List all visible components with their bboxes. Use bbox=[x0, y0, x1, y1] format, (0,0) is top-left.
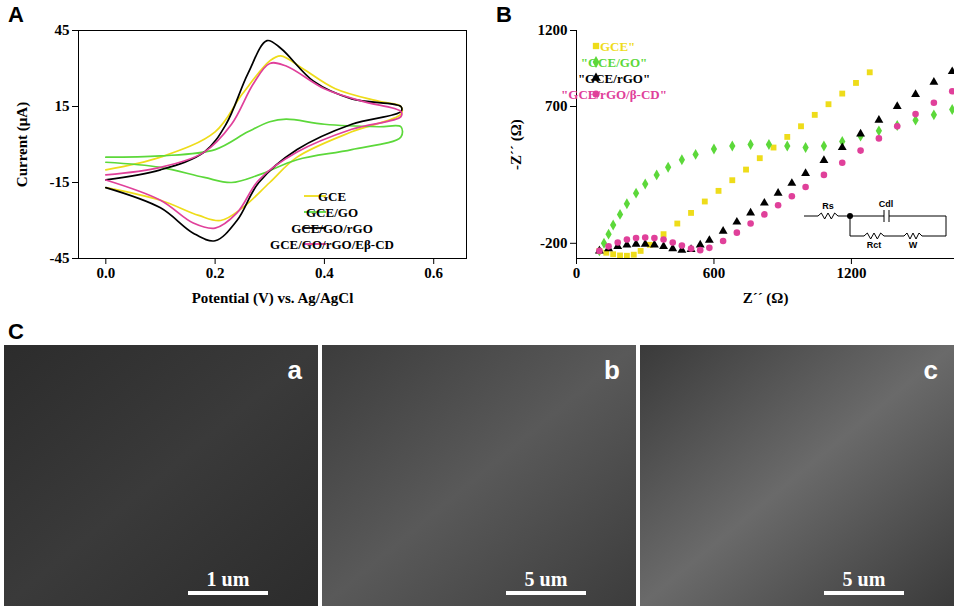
svg-text:1200: 1200 bbox=[538, 22, 568, 38]
html-text:C: C bbox=[8, 319, 24, 344]
svg-text:5 um: 5 um bbox=[843, 568, 886, 590]
svg-text:0.2: 0.2 bbox=[206, 265, 225, 281]
svg-text:-45: -45 bbox=[50, 250, 70, 266]
html-text:A: A bbox=[8, 2, 24, 27]
svg-text:Z´´ (Ω): Z´´ (Ω) bbox=[743, 290, 789, 307]
svg-text:a: a bbox=[288, 355, 303, 385]
svg-text:-15: -15 bbox=[50, 174, 70, 190]
svg-text:0.0: 0.0 bbox=[96, 265, 115, 281]
svg-text:700: 700 bbox=[545, 98, 568, 115]
svg-text:c: c bbox=[924, 355, 938, 385]
svg-text:600: 600 bbox=[703, 265, 726, 281]
svg-text:GCE: GCE bbox=[318, 189, 346, 204]
svg-text:45: 45 bbox=[55, 22, 70, 38]
svg-text:5 um: 5 um bbox=[525, 568, 568, 590]
html-text:B: B bbox=[496, 2, 512, 27]
svg-text:"GCE/rGO/β-CD": "GCE/rGO/β-CD" bbox=[561, 87, 667, 102]
svg-text:b: b bbox=[604, 355, 620, 385]
svg-text:0.4: 0.4 bbox=[315, 265, 334, 281]
svg-text:"GCE/GO": "GCE/GO" bbox=[581, 55, 647, 70]
svg-text:1200: 1200 bbox=[836, 265, 866, 281]
svg-text:0.6: 0.6 bbox=[424, 265, 443, 281]
svg-text:GCE/GO/rGO: GCE/GO/rGO bbox=[291, 221, 373, 236]
svg-text:Potential (V) vs. Ag/AgCl: Potential (V) vs. Ag/AgCl bbox=[192, 290, 354, 307]
svg-text:Current (μA): Current (μA) bbox=[14, 102, 31, 187]
svg-text:1 um: 1 um bbox=[207, 568, 250, 590]
svg-text:Rct: Rct bbox=[867, 240, 882, 250]
svg-text:GCE/GO: GCE/GO bbox=[306, 205, 358, 220]
svg-text:-200: -200 bbox=[540, 235, 568, 251]
svg-text:GCE/GO/rGO/Eβ-CD: GCE/GO/rGO/Eβ-CD bbox=[270, 237, 394, 252]
svg-text:15: 15 bbox=[55, 98, 70, 114]
svg-text:"GCE/rGO": "GCE/rGO" bbox=[578, 71, 650, 86]
svg-text:Rs: Rs bbox=[822, 201, 834, 211]
svg-text:Cdl: Cdl bbox=[879, 199, 894, 209]
svg-text:"GCE": "GCE" bbox=[593, 39, 636, 54]
svg-text:-Z´´ (Ω): -Z´´ (Ω) bbox=[508, 119, 525, 170]
svg-text:0: 0 bbox=[573, 265, 581, 281]
svg-text:W: W bbox=[909, 240, 918, 250]
